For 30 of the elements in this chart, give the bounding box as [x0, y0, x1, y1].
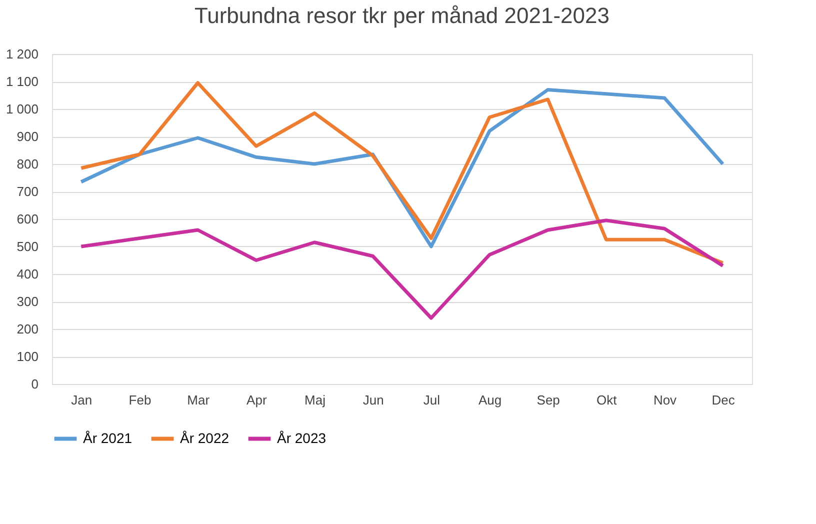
x-tick-label: Sep — [536, 392, 560, 408]
chart-title: Turbundna resor tkr per månad 2021-2023 — [194, 3, 610, 28]
x-tick-label: Mar — [187, 392, 210, 408]
y-tick-label: 400 — [16, 266, 38, 282]
y-tick-label: 0 — [31, 376, 38, 392]
x-tick-label: Aug — [478, 392, 502, 408]
y-tick-label: 900 — [16, 129, 38, 144]
legend-label: År 2023 — [277, 430, 326, 446]
x-tick-label: Dec — [712, 392, 736, 408]
y-tick-label: 600 — [16, 212, 38, 226]
x-tick-label: Feb — [128, 392, 152, 408]
legend-label: År 2022 — [180, 430, 230, 446]
y-tick-label: 800 — [16, 156, 38, 172]
x-tick-label: Jul — [423, 392, 440, 408]
y-tick-label: 1 200 — [6, 46, 38, 62]
y-tick-label: 1 000 — [6, 102, 38, 116]
y-tick-label: 500 — [16, 239, 38, 254]
x-tick-label: Maj — [304, 392, 326, 408]
line-series — [79, 218, 725, 320]
x-tick-label: Jun — [362, 392, 384, 408]
y-tick-label: 100 — [16, 349, 38, 364]
x-tick-label: Okt — [596, 392, 618, 408]
x-tick-label: Nov — [653, 392, 678, 408]
y-tick-label: 200 — [16, 322, 38, 336]
x-tick-label: Apr — [246, 392, 268, 408]
y-tick-label: 1 100 — [6, 74, 38, 89]
y-tick-label: 300 — [16, 294, 38, 309]
x-tick-label: Jan — [71, 392, 92, 408]
y-tick-label: 700 — [16, 184, 38, 199]
legend-label: År 2021 — [83, 430, 132, 446]
